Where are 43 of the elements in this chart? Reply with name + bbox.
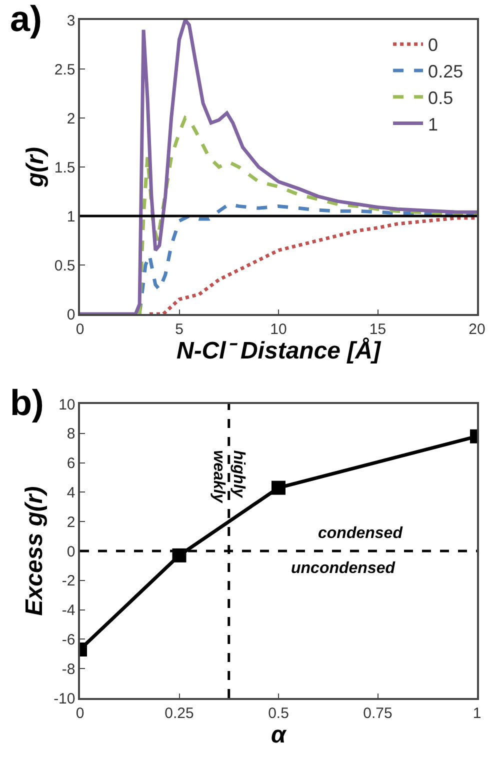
y-axis-title: Excess g(r)	[21, 486, 48, 616]
y-tick-label: 8	[66, 426, 76, 443]
y-tick-label: 3	[66, 12, 76, 30]
y-tick-label: 1	[66, 208, 76, 226]
x-tick-label: 1	[472, 704, 482, 722]
x-tick-label: 10	[270, 320, 287, 338]
y-axis-title: g(r)	[22, 147, 49, 188]
y-tick-label: -2	[62, 572, 76, 590]
y-tick-label: -10	[54, 690, 76, 708]
y-tick-label: 0.5	[54, 257, 76, 274]
y-tick-label: -4	[62, 602, 76, 620]
line-series	[148, 216, 477, 314]
chart-title: a)	[10, 0, 42, 39]
x-tick-label: 5	[175, 320, 184, 338]
line-series	[80, 20, 477, 314]
legend-label: 0.5	[428, 88, 454, 108]
annotation: uncondensed	[291, 560, 396, 577]
x-tick-label: 15	[369, 320, 386, 338]
legend-label: 0.25	[428, 62, 464, 82]
y-tick-label: 6	[66, 455, 76, 472]
y-tick-label: 2	[66, 514, 76, 531]
y-tick-label: -6	[62, 631, 76, 648]
x-tick-label: 0.75	[363, 704, 392, 722]
y-tick-label: 2.5	[54, 61, 76, 78]
line-series	[138, 116, 477, 314]
x-axis-title: α	[271, 722, 288, 749]
y-tick-label: 0	[66, 543, 76, 560]
y-tick-label: 4	[66, 484, 76, 502]
x-axis-title: N-Cl⁻ Distance [Å]	[176, 338, 382, 365]
y-tick-label: 10	[58, 396, 76, 414]
x-tick-label: 20	[468, 320, 486, 338]
y-tick-label: 0	[66, 306, 76, 324]
x-tick-label: 0.25	[164, 704, 194, 722]
y-tick-label: -8	[62, 660, 76, 678]
legend-label: 0	[428, 35, 438, 56]
legend-label: 1	[428, 114, 438, 134]
annotation: highly	[230, 450, 247, 499]
y-tick-label: 1.5	[54, 159, 76, 176]
annotation: condensed	[318, 525, 404, 542]
x-tick-label: 0.5	[268, 704, 289, 722]
chart-title: b)	[10, 382, 44, 423]
annotation: weakly	[210, 450, 228, 504]
y-tick-label: 2	[66, 110, 76, 128]
